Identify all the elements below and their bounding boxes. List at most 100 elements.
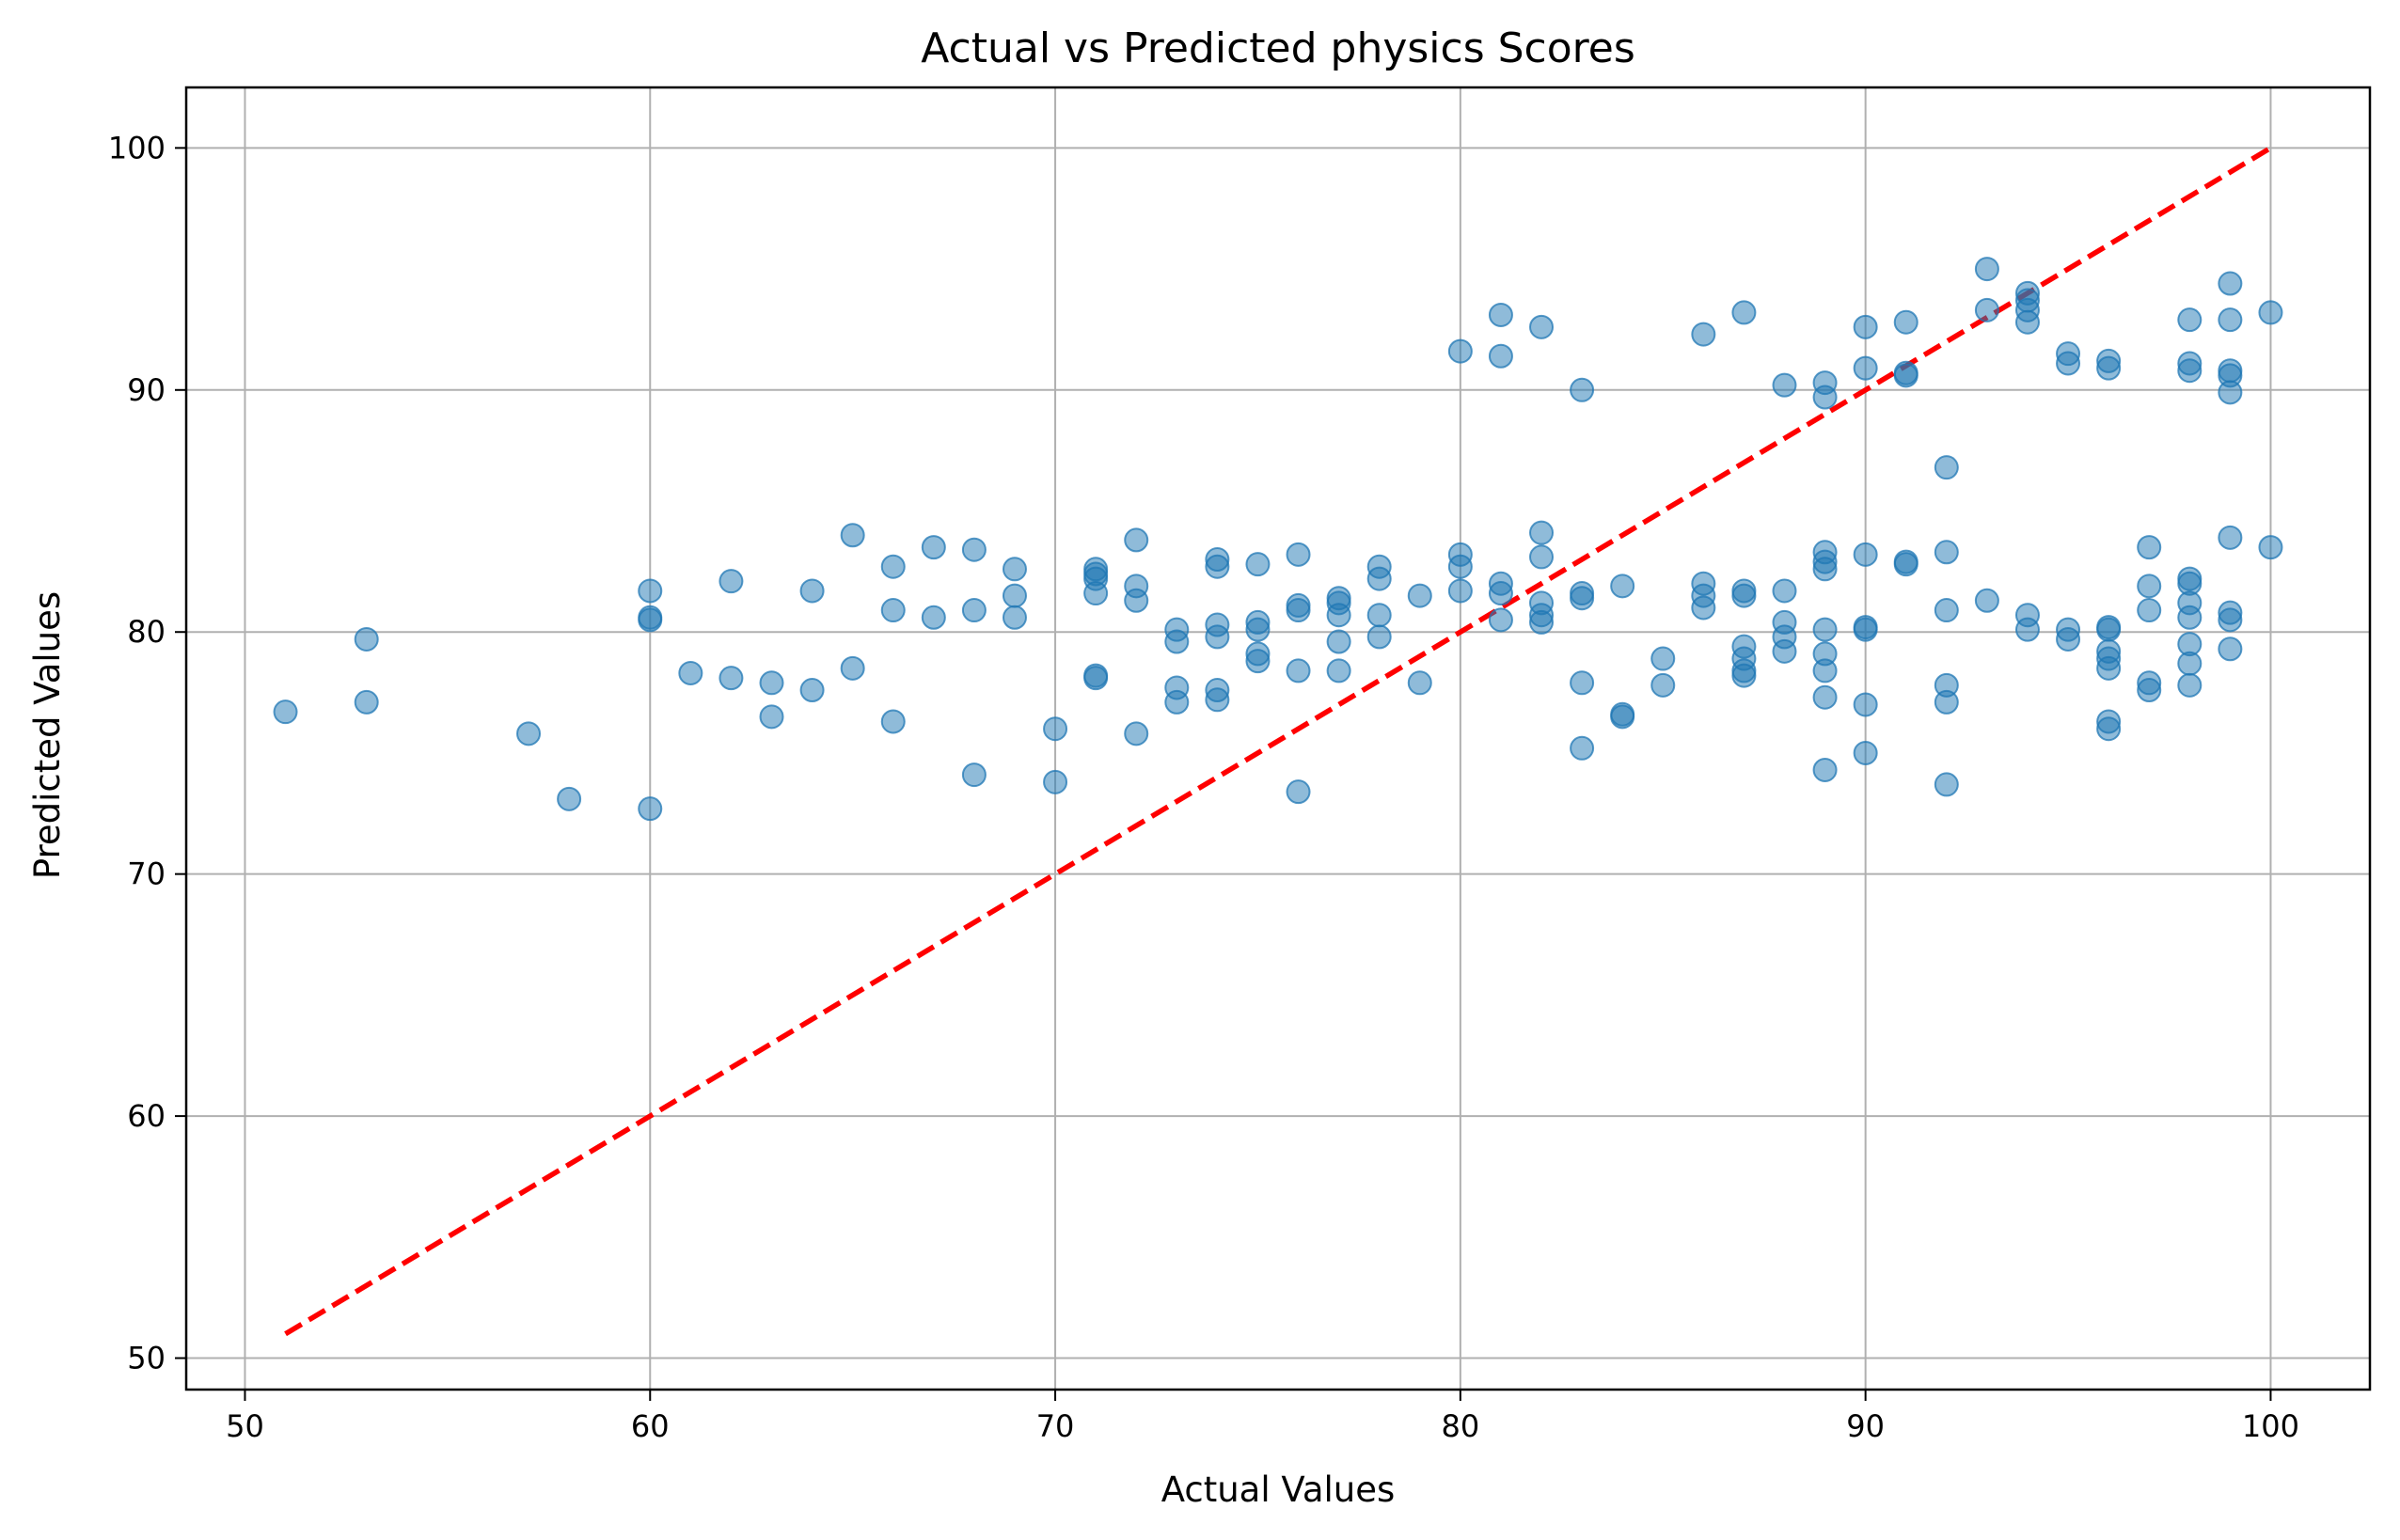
data-point <box>678 660 703 685</box>
data-point <box>1812 757 1838 782</box>
data-point <box>1488 581 1513 606</box>
data-point <box>1529 544 1555 570</box>
data-point <box>2014 617 2040 642</box>
y-tick-label: 50 <box>127 1341 166 1376</box>
data-point <box>840 655 865 681</box>
data-point <box>1164 629 1190 654</box>
plot-area-frame <box>184 86 2372 1391</box>
data-point <box>1529 314 1555 339</box>
y-axis-ticks: 50 60 70 80 90 100 <box>108 130 186 1376</box>
data-point <box>1488 607 1513 633</box>
data-point <box>2177 672 2203 698</box>
data-point <box>2177 651 2203 676</box>
data-point <box>2137 574 2162 599</box>
data-point <box>2218 307 2243 333</box>
data-point <box>1124 588 1149 613</box>
data-point <box>1366 566 1392 591</box>
data-point <box>1205 554 1230 579</box>
x-tick-label: 60 <box>631 1408 670 1444</box>
data-point <box>961 537 987 562</box>
data-point <box>921 605 946 630</box>
data-point <box>1488 343 1513 369</box>
data-point <box>1245 617 1271 642</box>
data-point <box>1974 588 1999 613</box>
data-point <box>1853 617 1878 642</box>
data-point <box>1893 363 1918 388</box>
data-point <box>1974 257 1999 282</box>
data-point <box>1893 552 1918 577</box>
data-point <box>718 666 744 691</box>
x-axis-label: Actual Values <box>1161 1469 1396 1510</box>
data-point <box>1570 735 1595 761</box>
data-point <box>2137 535 2162 560</box>
data-point <box>1934 540 1959 565</box>
data-point <box>1812 385 1838 410</box>
data-point <box>1772 578 1797 604</box>
reference-line <box>284 145 2272 1337</box>
data-point <box>799 678 825 703</box>
data-point <box>880 554 906 579</box>
data-point <box>1205 687 1230 713</box>
data-point <box>1691 322 1716 347</box>
data-point <box>880 709 906 734</box>
data-point <box>1326 629 1351 654</box>
data-point <box>880 598 906 623</box>
data-point <box>2218 380 2243 405</box>
data-point <box>1853 692 1878 717</box>
y-tick-label: 80 <box>127 614 166 650</box>
data-point <box>1570 670 1595 696</box>
x-tick-label: 70 <box>1036 1408 1075 1444</box>
data-point <box>1610 574 1635 599</box>
data-point <box>759 704 784 730</box>
y-tick-label: 90 <box>127 372 166 408</box>
data-point <box>1083 581 1109 606</box>
data-point <box>1002 557 1027 582</box>
data-point <box>1934 689 1959 715</box>
data-point <box>557 786 582 811</box>
x-tick-label: 100 <box>2242 1408 2299 1444</box>
data-point <box>1245 649 1271 674</box>
data-point <box>961 598 987 623</box>
data-point <box>1853 740 1878 765</box>
data-point <box>1245 552 1271 577</box>
reference-line-layer <box>284 145 2272 1337</box>
data-point <box>1529 520 1555 545</box>
data-point <box>1488 302 1513 327</box>
x-tick-label: 90 <box>1846 1408 1885 1444</box>
data-points <box>273 257 2283 822</box>
y-tick-label: 60 <box>127 1098 166 1134</box>
data-point <box>2096 655 2122 681</box>
data-point <box>2218 607 2243 633</box>
data-point <box>2218 271 2243 296</box>
data-point <box>1731 663 1757 688</box>
data-point <box>1326 603 1351 628</box>
data-point <box>2056 626 2081 652</box>
data-point <box>1043 716 1068 742</box>
data-point <box>2177 358 2203 384</box>
data-point <box>2218 636 2243 662</box>
data-point <box>516 721 542 746</box>
data-point <box>1853 542 1878 567</box>
data-point <box>2056 351 2081 376</box>
data-point <box>638 578 663 604</box>
data-point <box>2258 535 2283 560</box>
data-point <box>1853 314 1878 339</box>
data-point <box>1812 684 1838 710</box>
data-point <box>1570 586 1595 611</box>
data-point <box>2096 716 2122 742</box>
data-point <box>1002 605 1027 630</box>
data-point <box>1286 779 1311 805</box>
data-point <box>1610 704 1635 730</box>
chart-title: Actual vs Predicted physics Scores <box>921 24 1635 72</box>
data-point <box>1407 583 1432 608</box>
data-point <box>1529 609 1555 635</box>
data-point <box>638 607 663 633</box>
data-point <box>1691 595 1716 621</box>
data-point <box>1286 658 1311 684</box>
data-point <box>1934 598 1959 623</box>
data-point <box>1974 297 1999 322</box>
data-point <box>1083 666 1109 691</box>
data-point <box>718 569 744 594</box>
